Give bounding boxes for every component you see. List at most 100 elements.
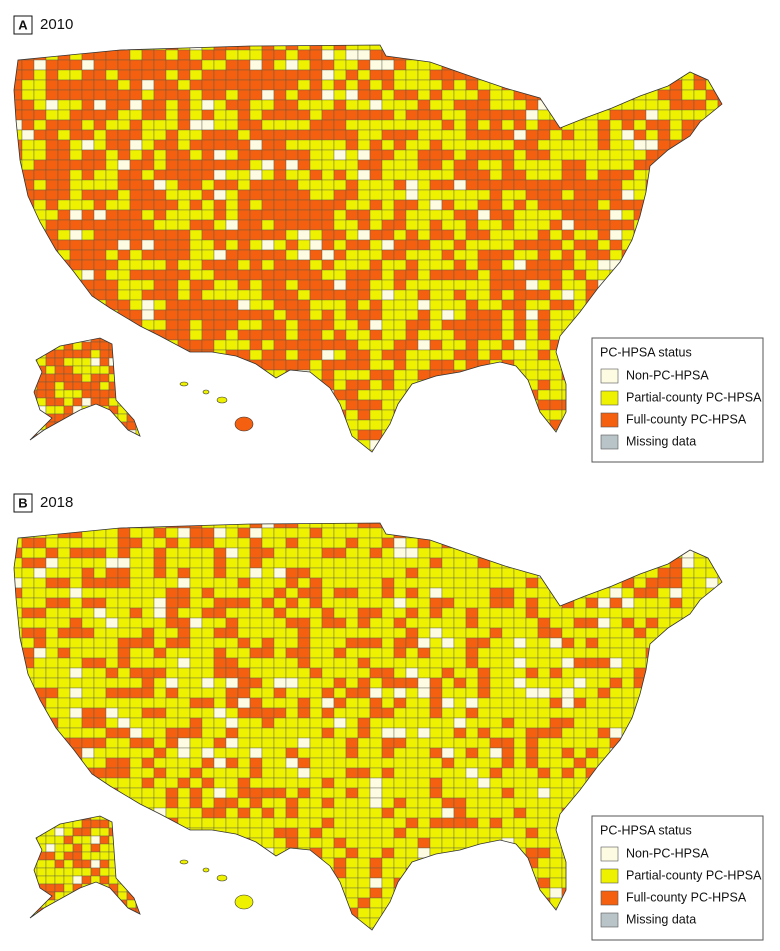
county (249, 547, 263, 559)
county (633, 229, 647, 241)
county (465, 429, 479, 441)
county (381, 607, 395, 619)
county (405, 537, 419, 549)
county (129, 827, 143, 839)
county (405, 567, 419, 579)
county (501, 917, 515, 929)
county (285, 339, 299, 351)
county (14, 797, 23, 809)
county (429, 389, 443, 401)
county (93, 309, 107, 321)
county (249, 667, 263, 679)
county (129, 817, 143, 829)
county (237, 727, 251, 739)
county (489, 687, 503, 699)
county (333, 209, 347, 221)
county (297, 139, 311, 151)
county (597, 627, 611, 639)
county (501, 45, 515, 51)
county (225, 587, 239, 599)
county (189, 419, 203, 431)
county (369, 567, 383, 579)
county (141, 379, 155, 391)
county (45, 907, 59, 919)
county (525, 219, 539, 231)
county (213, 179, 227, 191)
county (14, 349, 23, 361)
county (333, 647, 347, 659)
county (573, 717, 587, 729)
county (21, 637, 35, 649)
county (621, 269, 635, 281)
county (501, 677, 515, 689)
county (477, 329, 491, 341)
county (405, 557, 419, 569)
county (501, 617, 515, 629)
county (525, 99, 539, 111)
county (249, 209, 263, 221)
county (177, 49, 191, 61)
county (117, 577, 131, 589)
county (90, 413, 101, 423)
county (621, 59, 635, 71)
county (357, 727, 371, 739)
county (69, 219, 83, 231)
county (45, 119, 59, 131)
county (105, 299, 119, 311)
county (585, 567, 599, 579)
county (129, 399, 143, 411)
county (249, 249, 263, 261)
county (477, 717, 491, 729)
county (549, 409, 563, 421)
county (165, 239, 179, 251)
county (429, 667, 443, 679)
county (489, 49, 503, 61)
county (333, 897, 347, 909)
county (465, 617, 479, 629)
county (537, 349, 551, 361)
county (669, 149, 683, 161)
county (465, 209, 479, 221)
county (489, 817, 503, 829)
county (537, 49, 551, 61)
county (549, 69, 563, 81)
county (141, 389, 155, 401)
county (501, 279, 515, 291)
county (489, 309, 503, 321)
county (573, 667, 587, 679)
county (177, 667, 191, 679)
county (477, 707, 491, 719)
county (441, 49, 455, 61)
county (285, 89, 299, 101)
county (333, 49, 347, 61)
county (525, 787, 539, 799)
county (549, 537, 563, 549)
county (549, 219, 563, 231)
county (417, 149, 431, 161)
county (99, 341, 110, 351)
county (69, 587, 83, 599)
county (14, 199, 23, 211)
county (525, 59, 539, 71)
county (237, 359, 251, 371)
county (81, 69, 95, 81)
county (72, 397, 83, 407)
county (69, 897, 83, 909)
county (213, 927, 227, 930)
county (405, 917, 419, 929)
county (453, 927, 467, 930)
county (129, 747, 143, 759)
county (369, 877, 383, 889)
county (333, 927, 347, 930)
county (369, 119, 383, 131)
county (237, 917, 251, 929)
county (309, 897, 323, 909)
county (393, 667, 407, 679)
county (693, 139, 707, 151)
county (525, 449, 539, 452)
county (489, 299, 503, 311)
county (477, 259, 491, 271)
county (429, 657, 443, 669)
county (693, 49, 707, 61)
county (93, 667, 107, 679)
